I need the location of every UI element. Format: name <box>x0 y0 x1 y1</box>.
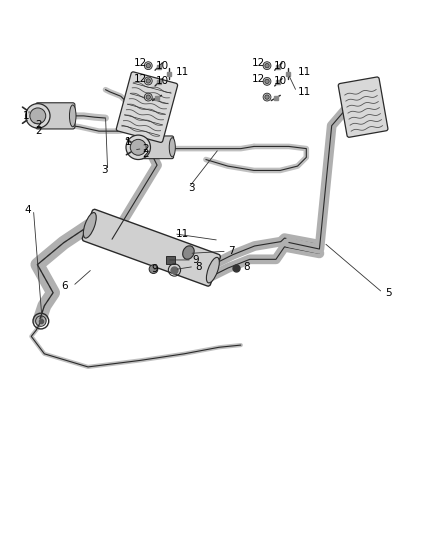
Circle shape <box>265 63 269 68</box>
Text: 12: 12 <box>251 59 265 68</box>
Text: 8: 8 <box>243 262 250 271</box>
FancyBboxPatch shape <box>35 103 75 129</box>
Text: 11: 11 <box>175 229 189 239</box>
Text: 10: 10 <box>274 61 287 71</box>
Circle shape <box>149 265 158 273</box>
Text: 9: 9 <box>151 264 158 273</box>
Text: 2: 2 <box>143 149 149 159</box>
Text: 8: 8 <box>195 262 201 271</box>
FancyBboxPatch shape <box>166 256 175 264</box>
Circle shape <box>30 108 46 124</box>
FancyBboxPatch shape <box>82 209 220 286</box>
Circle shape <box>145 77 152 85</box>
Circle shape <box>25 103 50 128</box>
Text: 9: 9 <box>193 255 199 265</box>
Text: 12: 12 <box>251 74 265 84</box>
Ellipse shape <box>183 246 194 259</box>
Text: 1: 1 <box>125 137 132 147</box>
Text: 6: 6 <box>62 281 68 291</box>
Circle shape <box>265 95 269 99</box>
Text: 11: 11 <box>175 67 189 77</box>
Text: 4: 4 <box>25 205 31 215</box>
Ellipse shape <box>169 138 175 157</box>
FancyBboxPatch shape <box>138 136 173 159</box>
Text: 10: 10 <box>155 61 169 71</box>
Text: 10: 10 <box>274 76 287 86</box>
Text: 11: 11 <box>297 67 311 77</box>
Ellipse shape <box>83 213 96 238</box>
Circle shape <box>146 95 150 99</box>
Text: 3: 3 <box>101 165 108 175</box>
Circle shape <box>263 93 271 101</box>
Text: 5: 5 <box>385 288 392 298</box>
Text: 2: 2 <box>35 119 42 130</box>
Circle shape <box>130 139 146 155</box>
Circle shape <box>145 93 152 101</box>
Text: 1: 1 <box>22 111 29 121</box>
Text: 2: 2 <box>143 143 149 154</box>
Ellipse shape <box>206 257 219 283</box>
Circle shape <box>263 62 271 70</box>
Circle shape <box>265 79 269 84</box>
FancyBboxPatch shape <box>338 77 388 138</box>
Text: 7: 7 <box>228 246 234 256</box>
Text: 3: 3 <box>188 183 195 193</box>
Text: 11: 11 <box>297 87 311 97</box>
Circle shape <box>146 79 150 83</box>
Circle shape <box>145 62 152 70</box>
Ellipse shape <box>70 105 76 127</box>
Circle shape <box>126 135 150 159</box>
Circle shape <box>263 77 271 85</box>
Circle shape <box>146 63 150 68</box>
FancyBboxPatch shape <box>117 72 178 142</box>
Text: 12: 12 <box>134 74 147 84</box>
Text: 10: 10 <box>155 76 169 86</box>
Text: 12: 12 <box>134 59 147 68</box>
Text: 2: 2 <box>35 126 42 136</box>
